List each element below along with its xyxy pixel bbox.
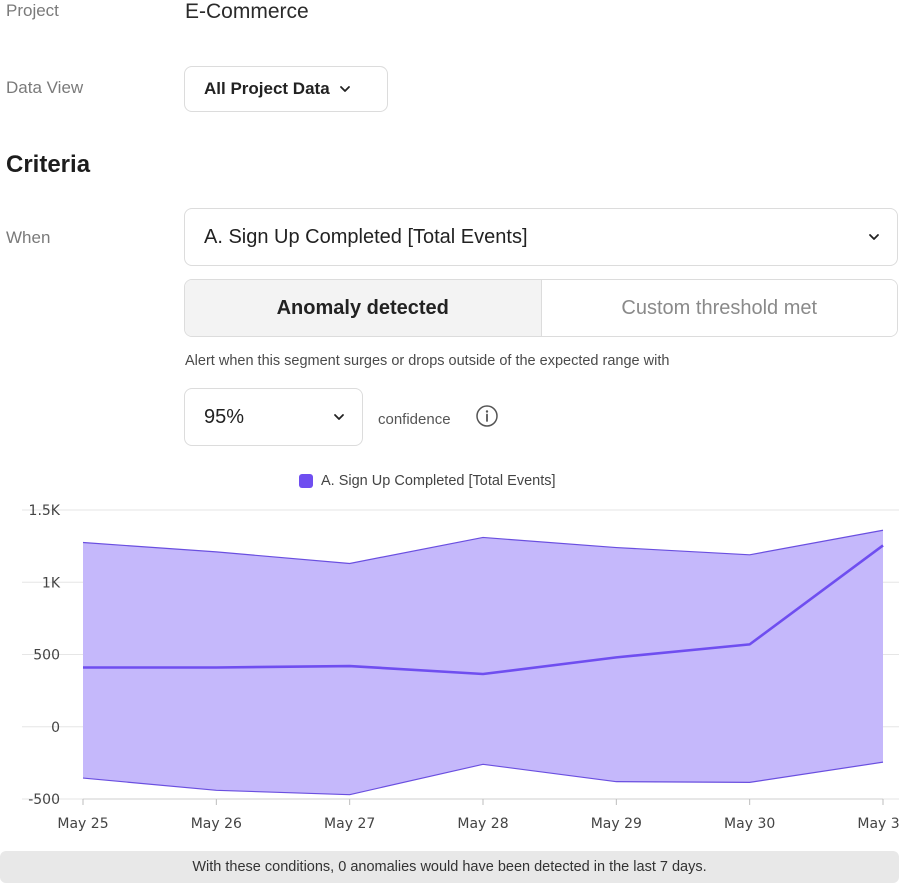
x-tick-label: May 26 xyxy=(191,816,242,832)
legend-swatch xyxy=(299,474,313,488)
y-tick-label: 1.5K xyxy=(29,503,61,519)
confidence-value: 95% xyxy=(204,405,245,428)
y-tick-label: 0 xyxy=(51,720,60,736)
chevron-down-icon xyxy=(869,234,879,240)
mode-anomaly-detected[interactable]: Anomaly detected xyxy=(185,280,542,336)
chevron-down-icon xyxy=(339,86,350,92)
data-view-dropdown[interactable]: All Project Data xyxy=(184,66,388,112)
chevron-down-icon xyxy=(334,414,344,420)
y-tick-label: -500 xyxy=(28,792,60,808)
confidence-label: confidence xyxy=(378,411,451,428)
mode-custom-threshold[interactable]: Custom threshold met xyxy=(541,280,897,336)
alert-mode-toggle: Anomaly detected Custom threshold met xyxy=(184,279,898,337)
chart-legend[interactable]: A. Sign Up Completed [Total Events] xyxy=(299,473,556,489)
x-tick-label: May 28 xyxy=(457,816,508,832)
anomaly-chart: 1.5K 1K 500 0 -500 May 25 May 26 May 27 May 28 Ma… xyxy=(22,503,899,832)
event-select[interactable]: A. Sign Up Completed [Total Events] xyxy=(184,208,898,266)
alert-description: Alert when this segment surges or drops … xyxy=(185,353,670,369)
legend-label: A. Sign Up Completed [Total Events] xyxy=(321,473,556,489)
confidence-select[interactable]: 95% xyxy=(184,388,363,446)
x-tick-label: May 31 xyxy=(857,816,899,832)
anomaly-summary: With these conditions, 0 anomalies would… xyxy=(0,851,899,883)
y-tick-label: 500 xyxy=(33,648,60,664)
when-label: When xyxy=(6,228,51,247)
data-view-label: Data View xyxy=(6,78,84,97)
y-tick-label: 1K xyxy=(42,575,61,591)
x-tick-label: May 29 xyxy=(591,816,642,832)
series-line xyxy=(83,544,884,676)
criteria-title: Criteria xyxy=(6,151,91,178)
event-select-value: A. Sign Up Completed [Total Events] xyxy=(204,225,528,248)
info-icon[interactable] xyxy=(475,404,499,428)
x-tick-label: May 27 xyxy=(324,816,375,832)
project-value: E-Commerce xyxy=(185,0,309,23)
x-tick-label: May 30 xyxy=(724,816,775,832)
x-tick-label: May 25 xyxy=(57,816,108,832)
upper-bound-line xyxy=(82,529,884,565)
lower-bound-line xyxy=(82,761,884,796)
expected-range-band xyxy=(83,530,883,795)
data-view-value: All Project Data xyxy=(204,79,330,98)
project-label: Project xyxy=(6,1,59,20)
